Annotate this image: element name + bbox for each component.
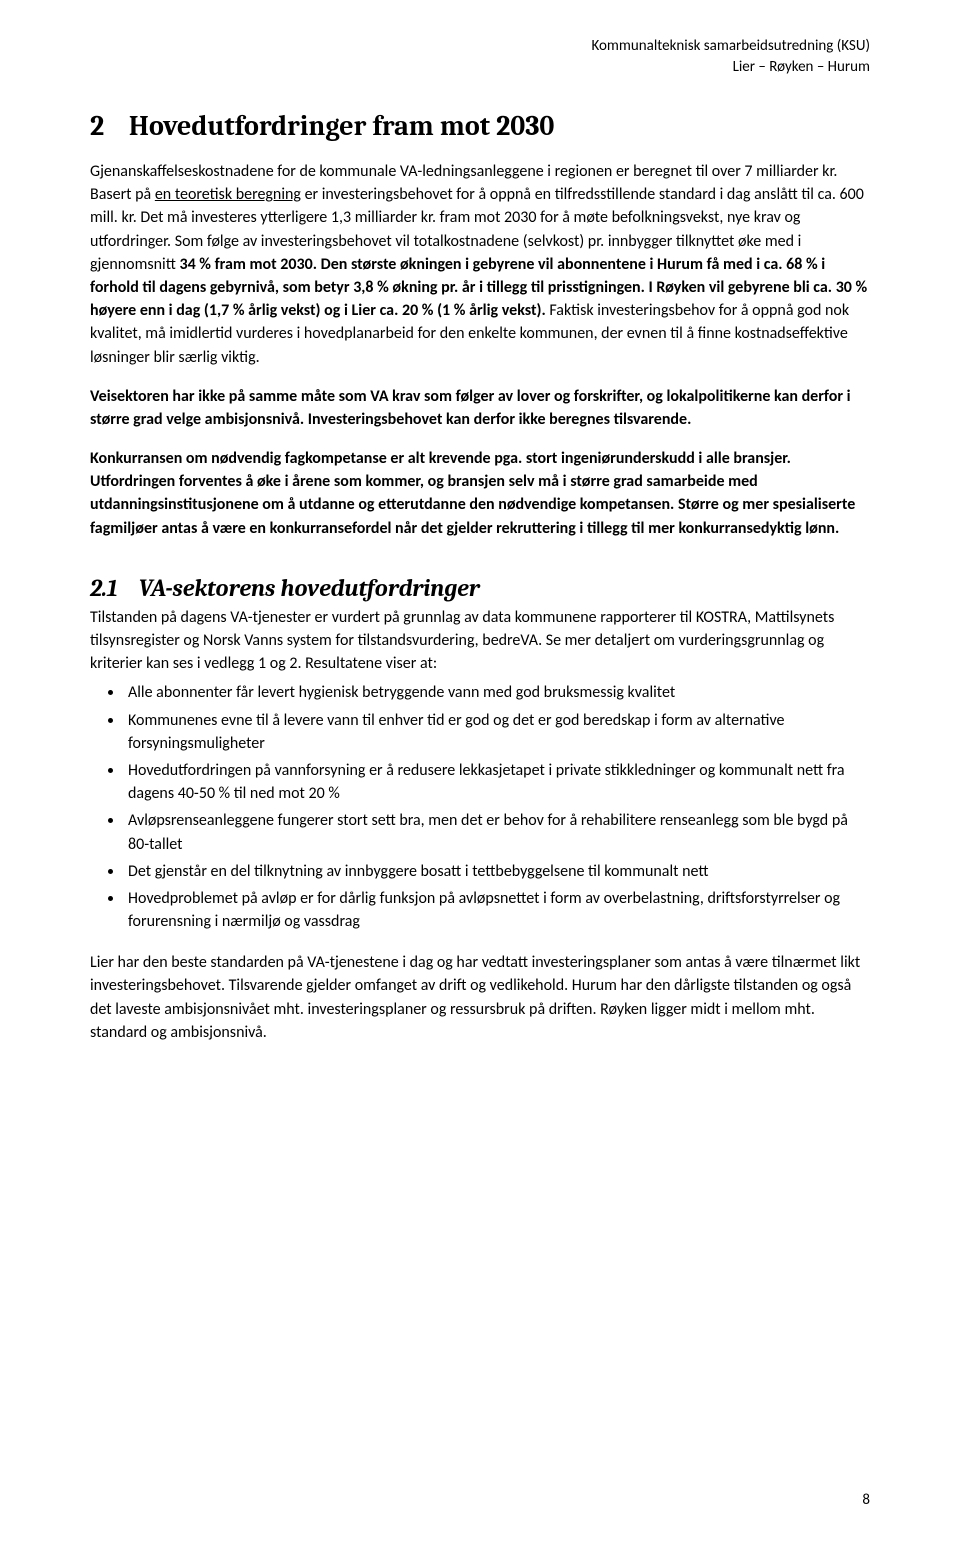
section-heading: 2 Hovedutfordringer fram mot 2030 xyxy=(90,110,870,142)
para1-underlined: en teoretisk beregning xyxy=(155,185,301,204)
document-page: Kommunalteknisk samarbeidsutredning (KSU… xyxy=(0,0,960,1543)
page-header: Kommunalteknisk samarbeidsutredning (KSU… xyxy=(591,36,870,78)
para3-bold: Konkurransen om nødvendig fagkompetanse … xyxy=(90,449,855,538)
list-item: Hovedproblemet på avløp er for dårlig fu… xyxy=(124,887,870,933)
paragraph-3: Konkurransen om nødvendig fagkompetanse … xyxy=(90,447,870,540)
list-item: Avløpsrenseanleggene fungerer stort sett… xyxy=(124,809,870,855)
list-item: Alle abonnenter får levert hygienisk bet… xyxy=(124,681,870,704)
bullet-list: Alle abonnenter får levert hygienisk bet… xyxy=(90,681,870,933)
paragraph-5: Lier har den beste standarden på VA-tjen… xyxy=(90,951,870,1044)
subsection-number: 2.1 xyxy=(90,574,117,602)
para2-bold: Veisektoren har ikke på samme måte som V… xyxy=(90,387,851,429)
paragraph-1: Gjenanskaffelseskostnadene for de kommun… xyxy=(90,160,870,369)
section-number: 2 xyxy=(90,110,104,142)
header-line-1: Kommunalteknisk samarbeidsutredning (KSU… xyxy=(591,36,870,57)
list-item: Hovedutfordringen på vannforsyning er å … xyxy=(124,759,870,805)
page-number: 8 xyxy=(862,1491,870,1509)
subsection-title-text: VA-sektorens hovedutfordringer xyxy=(139,574,480,602)
paragraph-4: Tilstanden på dagens VA-tjenester er vur… xyxy=(90,606,870,676)
header-line-2: Lier – Røyken – Hurum xyxy=(591,57,870,78)
section-title-text: Hovedutfordringer fram mot 2030 xyxy=(129,110,554,142)
list-item: Kommunenes evne til å levere vann til en… xyxy=(124,709,870,755)
list-item: Det gjenstår en del tilknytning av innby… xyxy=(124,860,870,883)
paragraph-2: Veisektoren har ikke på samme måte som V… xyxy=(90,385,870,431)
subsection-heading: 2.1 VA-sektorens hovedutfordringer xyxy=(90,574,870,602)
